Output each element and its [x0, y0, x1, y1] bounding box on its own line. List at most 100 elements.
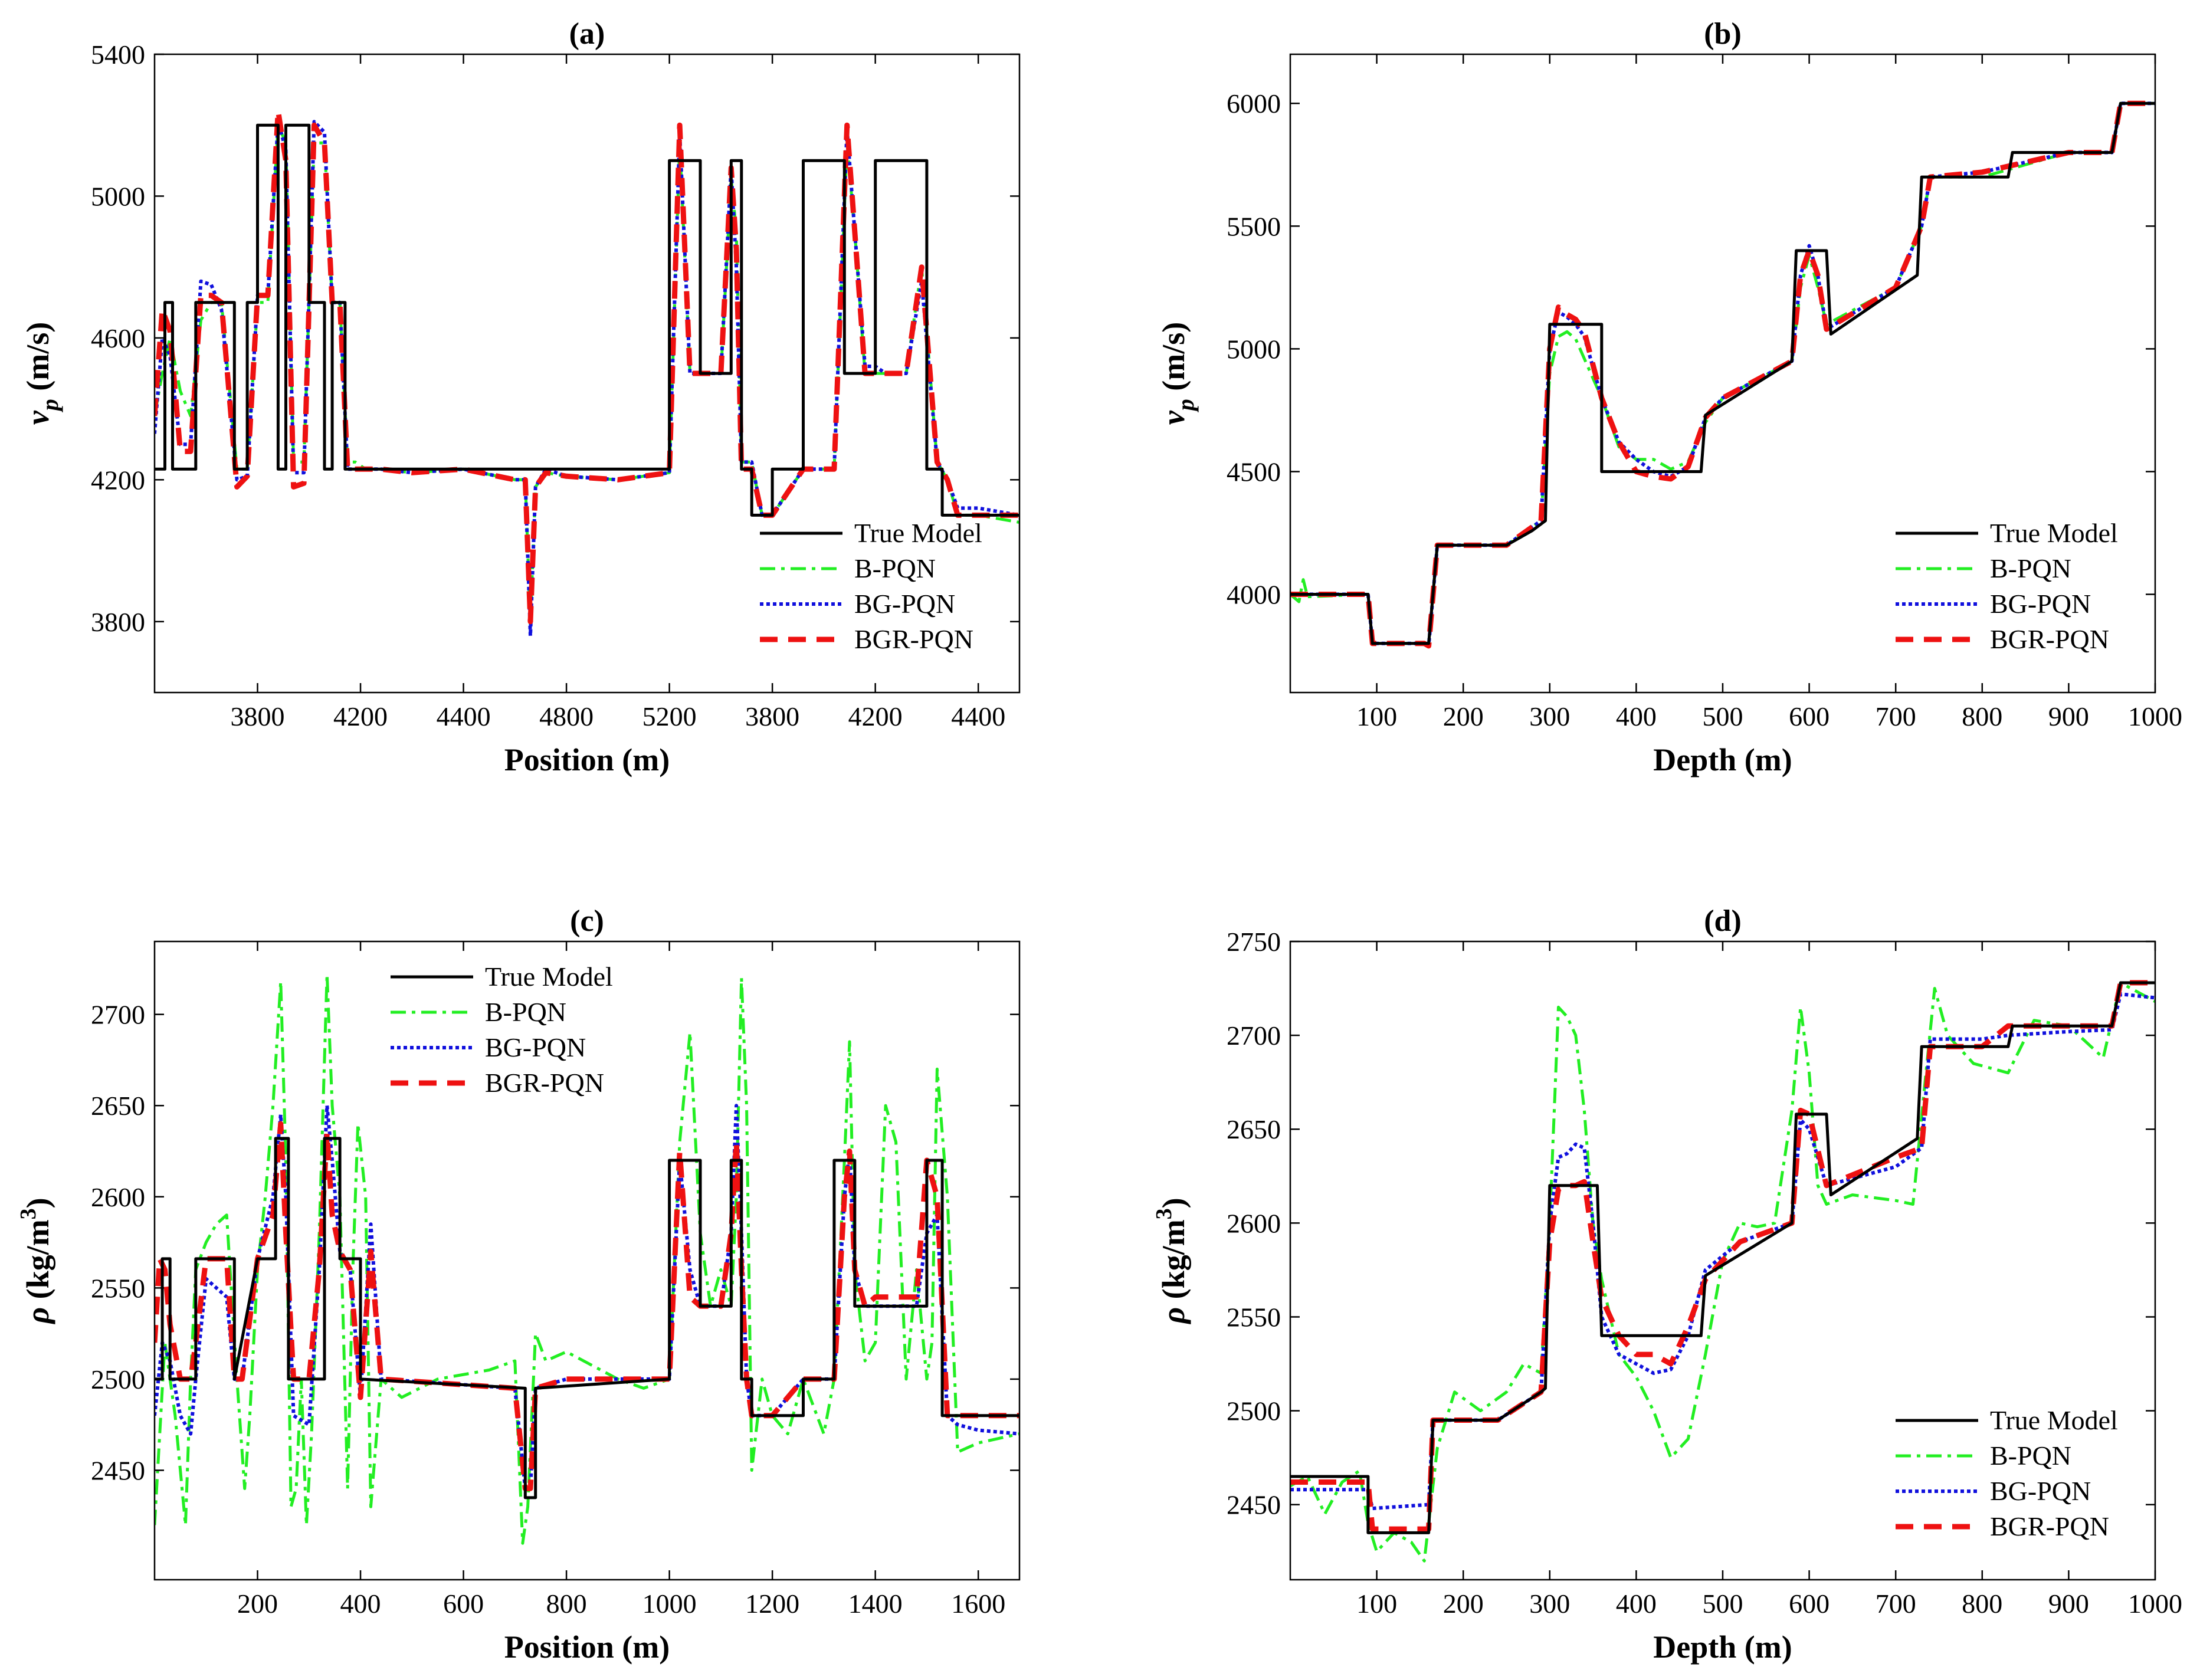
y-tick-label: 4000	[1227, 580, 1281, 610]
legend-label: True Model	[1990, 518, 2118, 548]
legend-label: B-PQN	[485, 997, 566, 1027]
series-b-pqn-line	[1290, 981, 2155, 1563]
y-tick-label: 4600	[91, 323, 145, 353]
legend-label: True Model	[485, 962, 613, 992]
y-tick-label: 5000	[91, 181, 145, 211]
y-tick-label: 2600	[1227, 1208, 1281, 1238]
legend-label: BG-PQN	[485, 1032, 586, 1062]
x-tick-label: 1400	[848, 1589, 903, 1619]
y-tick-label: 3800	[91, 607, 145, 637]
y-tick-label: 5400	[91, 40, 145, 70]
x-tick-label: 3800	[231, 701, 285, 731]
x-tick-label: 500	[1703, 701, 1743, 731]
x-tick-label: 1200	[745, 1589, 799, 1619]
series-b-pqn-line	[155, 973, 1019, 1545]
series-true-model-line	[155, 1137, 1019, 1499]
y-tick-label: 2700	[1227, 1021, 1281, 1051]
y-tick-label: 2450	[1227, 1490, 1281, 1520]
x-tick-label: 400	[340, 1589, 381, 1619]
x-tick-label: 900	[2048, 1589, 2089, 1619]
x-tick-label: 200	[1443, 701, 1484, 731]
y-tick-label: 2450	[91, 1456, 145, 1486]
series-true-model-line	[155, 123, 1019, 517]
legend-label: BGR-PQN	[854, 624, 973, 654]
x-tick-label: 700	[1876, 701, 1916, 731]
x-tick-label: 400	[1616, 701, 1657, 731]
y-tick-label: 6000	[1227, 88, 1281, 119]
legend: True Model B-PQN BG-PQN BGR-PQN	[391, 962, 613, 1098]
legend: True Model B-PQN BG-PQN BGR-PQN	[760, 518, 982, 654]
x-axis-label: Position (m)	[504, 742, 670, 777]
legend-label: BGR-PQN	[1990, 1511, 2109, 1541]
y-tick-label: 4500	[1227, 457, 1281, 487]
x-tick-label: 800	[1962, 701, 2002, 731]
x-tick-label: 3800	[745, 701, 799, 731]
y-label-subscript: p	[37, 399, 63, 412]
y-tick-label: 2650	[91, 1091, 145, 1121]
x-tick-label: 900	[2048, 701, 2089, 731]
legend: True Model B-PQN BG-PQN BGR-PQN	[1896, 1405, 2118, 1541]
x-tick-label: 4200	[848, 701, 903, 731]
chart-title: (d)	[1704, 904, 1742, 938]
x-tick-label: 600	[443, 1589, 484, 1619]
chart-d: 100 200 300 400 500 600 700 800 900 1000 2450 2500 2…	[1152, 904, 2182, 1665]
legend-label: BG-PQN	[854, 589, 955, 619]
x-tick-label: 300	[1529, 701, 1570, 731]
y-tick-label: 2750	[1227, 927, 1281, 957]
y-tick-label: 2700	[91, 1000, 145, 1030]
x-tick-label: 1600	[951, 1589, 1005, 1619]
y-label-units: (kg/m	[20, 1219, 55, 1307]
x-axis-label: Depth (m)	[1653, 1629, 1792, 1665]
y-label-superscript: 3	[16, 1208, 41, 1219]
legend-label: True Model	[1990, 1405, 2118, 1435]
x-tick-label: 200	[1443, 1589, 1484, 1619]
legend: True Model B-PQN BG-PQN BGR-PQN	[1896, 518, 2118, 654]
series-group	[155, 108, 1019, 638]
legend-label: B-PQN	[1990, 553, 2071, 583]
y-tick-label: 5000	[1227, 334, 1281, 364]
y-tick-label: 2550	[91, 1273, 145, 1303]
legend-label: True Model	[854, 518, 982, 548]
y-label-subscript: p	[1172, 399, 1199, 412]
y-label-units: (m/s)	[20, 322, 55, 399]
x-tick-label: 4800	[539, 701, 594, 731]
y-label-units-end: )	[20, 1197, 55, 1208]
y-tick-label: 2500	[91, 1364, 145, 1394]
legend-label: B-PQN	[854, 553, 936, 583]
plot-frame	[153, 940, 1021, 1581]
series-group	[155, 973, 1019, 1545]
legend-label: BG-PQN	[1990, 1476, 2091, 1506]
y-label-symbol: v	[1156, 410, 1191, 425]
y-tick-label: 2650	[1227, 1114, 1281, 1144]
y-axis-label: vp (m/s)	[20, 322, 63, 425]
y-axis-label: ρ (kg/m3)	[1152, 1197, 1191, 1324]
series-true-model-line	[1290, 101, 2155, 645]
x-axis-label: Depth (m)	[1653, 742, 1792, 777]
x-tick-label: 700	[1876, 1589, 1916, 1619]
x-tick-label: 100	[1356, 701, 1397, 731]
y-tick-label: 2500	[1227, 1396, 1281, 1426]
x-tick-label: 4400	[437, 701, 491, 731]
x-tick-label: 4200	[333, 701, 388, 731]
x-tick-label: 600	[1789, 701, 1829, 731]
y-label-units: (kg/m	[1156, 1219, 1191, 1307]
chart-title: (c)	[570, 904, 604, 938]
y-tick-label: 5500	[1227, 211, 1281, 241]
y-tick-label: 2550	[1227, 1302, 1281, 1332]
chart-b: 100 200 300 400 500 600 700 800 900 1000 4000 4500 5…	[1156, 17, 2182, 777]
x-tick-label: 600	[1789, 1589, 1829, 1619]
series-group	[1290, 980, 2155, 1563]
y-axis-label: ρ (kg/m3)	[16, 1197, 55, 1324]
y-label-superscript: 3	[1152, 1208, 1176, 1219]
y-axis-label: vp (m/s)	[1156, 322, 1199, 425]
x-axis-label: Position (m)	[504, 1629, 670, 1665]
x-tick-label: 1000	[2128, 701, 2182, 731]
x-tick-label: 500	[1703, 1589, 1743, 1619]
y-label-symbol: v	[20, 410, 55, 425]
y-tick-label: 4200	[91, 465, 145, 495]
y-tick-label: 2600	[91, 1182, 145, 1212]
x-tick-label: 200	[237, 1589, 278, 1619]
x-tick-label: 5200	[642, 701, 697, 731]
x-tick-label: 800	[546, 1589, 587, 1619]
legend-label: BG-PQN	[1990, 589, 2091, 619]
